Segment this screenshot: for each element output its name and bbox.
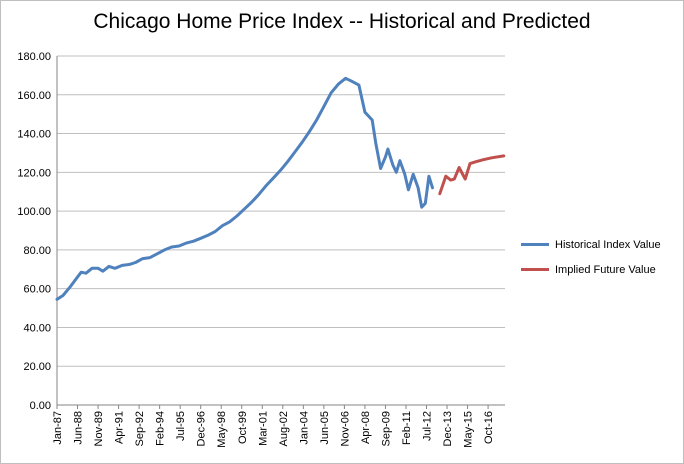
y-tick-label: 40.00: [23, 322, 51, 334]
y-tick-label: 100.00: [17, 206, 51, 218]
x-tick-label: Apr-08: [360, 411, 372, 444]
y-tick-label: 180.00: [17, 51, 51, 63]
x-tick-label: Nov-89: [93, 411, 105, 446]
x-tick-label: Oct-16: [483, 411, 495, 444]
x-tick-label: Aug-02: [278, 411, 290, 446]
x-tick-label: Sep-92: [134, 411, 146, 446]
x-tick-label: Nov-06: [339, 411, 351, 446]
legend-label-historical: Historical Index Value: [555, 238, 661, 251]
series-line-implied-future: [438, 154, 506, 196]
x-tick-label: Jun-88: [73, 411, 85, 445]
x-tick-label: Jan-87: [52, 411, 64, 445]
legend: Historical Index Value Implied Future Va…: [521, 232, 661, 282]
y-tick-label: 140.00: [17, 129, 51, 141]
legend-item-historical: Historical Index Value: [521, 232, 661, 257]
y-tick-label: 60.00: [23, 284, 51, 296]
x-tick-label: Dec-13: [442, 411, 454, 446]
y-tick-label: 20.00: [23, 361, 51, 373]
legend-item-implied-future: Implied Future Value: [521, 257, 661, 282]
x-tick-label: Oct-99: [237, 411, 249, 444]
x-tick-label: Mar-01: [257, 411, 269, 446]
x-tick-label: Jul-95: [175, 411, 187, 441]
y-tick-label: 0.00: [30, 400, 51, 412]
series-line-historical: [55, 76, 434, 301]
x-tick-label: May-15: [463, 411, 475, 448]
y-tick-label: 80.00: [23, 245, 51, 257]
chart-title: Chicago Home Price Index -- Historical a…: [93, 10, 591, 33]
legend-swatch-historical: [521, 243, 549, 246]
x-tick-label: Apr-91: [114, 411, 126, 444]
x-tick-label: May-98: [216, 411, 228, 448]
legend-swatch-implied-future: [521, 268, 549, 271]
legend-label-implied-future: Implied Future Value: [555, 263, 656, 276]
x-tick-label: Jul-12: [422, 411, 434, 441]
x-tick-label: Jun-05: [319, 411, 331, 445]
x-tick-label: Dec-96: [196, 411, 208, 446]
y-tick-label: 160.00: [17, 90, 51, 102]
y-tick-label: 120.00: [17, 167, 51, 179]
x-tick-label: Jan-04: [298, 411, 310, 445]
x-tick-label: Sep-09: [380, 411, 392, 446]
x-tick-label: Feb-11: [401, 411, 413, 445]
x-tick-label: Feb-94: [155, 411, 167, 446]
